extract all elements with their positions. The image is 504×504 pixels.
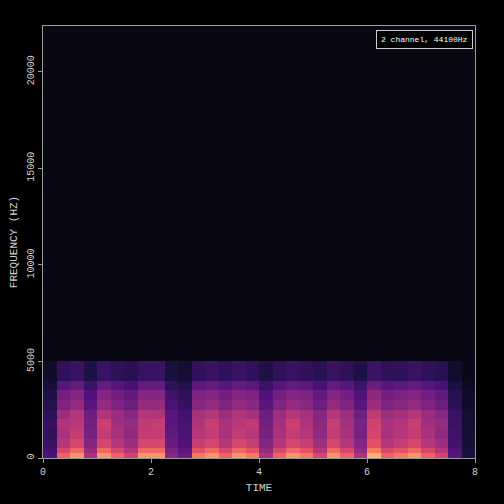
svg-text:4: 4 [256, 467, 262, 478]
svg-text:0: 0 [40, 467, 46, 478]
svg-text:2 channel, 44100Hz: 2 channel, 44100Hz [381, 35, 468, 44]
svg-text:20000: 20000 [26, 55, 37, 85]
svg-text:FREQUENCY (HZ): FREQUENCY (HZ) [8, 196, 20, 288]
svg-text:10000: 10000 [26, 248, 37, 278]
svg-text:5000: 5000 [26, 348, 37, 372]
svg-text:0: 0 [26, 453, 37, 459]
svg-text:8: 8 [472, 467, 478, 478]
svg-text:15000: 15000 [26, 152, 37, 182]
svg-text:TIME: TIME [246, 482, 273, 494]
svg-text:2: 2 [148, 467, 154, 478]
svg-text:6: 6 [364, 467, 370, 478]
